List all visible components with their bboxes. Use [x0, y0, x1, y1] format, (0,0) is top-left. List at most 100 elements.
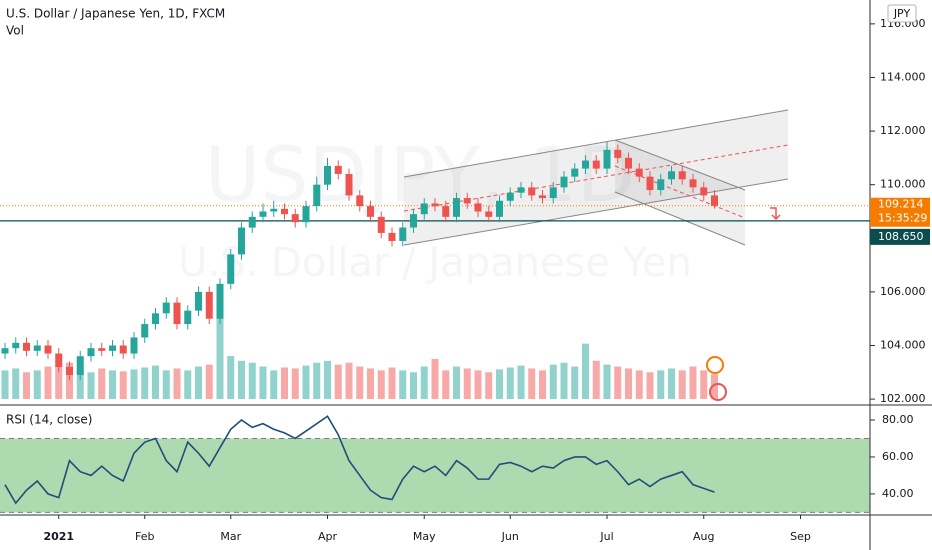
candle-body: [98, 348, 106, 351]
candle-body: [625, 157, 632, 169]
candle-body: [248, 216, 256, 228]
volume-bar: [646, 372, 654, 399]
volume-bar: [678, 370, 686, 399]
volume-bar: [485, 372, 493, 399]
down-channel-bottom: [614, 191, 746, 246]
candle-body: [549, 187, 557, 199]
volume-bar: [334, 364, 342, 399]
candle-body: [119, 345, 127, 354]
rsi-y-tick-label: 40.00: [882, 487, 914, 500]
candle-body: [291, 214, 299, 223]
volume-bar: [603, 364, 611, 399]
event-icon[interactable]: [706, 356, 724, 374]
volume-bar: [76, 370, 84, 399]
candle-body: [1, 348, 9, 354]
channel-top: [403, 109, 789, 178]
candle-body: [270, 208, 278, 212]
candle-body: [496, 200, 503, 217]
volume-bar: [184, 370, 192, 399]
candle-body: [109, 345, 116, 351]
candle-body: [238, 227, 245, 255]
volume-bar: [270, 370, 278, 399]
last-price-label: 109.214: [878, 198, 924, 211]
volume-bar: [302, 365, 310, 399]
candle-body: [603, 149, 611, 169]
x-tick-label: Jul: [599, 530, 613, 543]
candle-body: [345, 173, 353, 196]
candle-body: [528, 187, 536, 196]
candle-body: [700, 187, 708, 196]
candle-body: [259, 211, 267, 217]
candle-body: [377, 216, 385, 233]
y-tick-label: 114.000: [880, 70, 926, 83]
candle-body: [324, 165, 331, 185]
volume-bar: [388, 367, 396, 399]
candle-body: [689, 179, 697, 188]
volume-bar: [98, 368, 106, 399]
volume-bar: [87, 372, 95, 399]
candle-body: [582, 160, 589, 169]
rsi-line: [4, 415, 715, 505]
volume-label: Vol: [6, 24, 24, 38]
volume-bar: [227, 356, 235, 399]
candle-body: [442, 206, 450, 217]
rsi-y-tick-label: 80.00: [882, 413, 914, 426]
x-tick-label: Jun: [501, 530, 519, 543]
x-tick-label: Sep: [790, 530, 811, 543]
volume-bar: [205, 364, 213, 399]
volume-bar: [238, 360, 245, 399]
candle-body: [216, 283, 224, 319]
volume-bar: [259, 366, 267, 399]
candle-body: [657, 179, 665, 191]
rsi-band: [0, 438, 870, 513]
candle-body: [367, 206, 374, 217]
volume-bar: [248, 362, 256, 399]
volume-bar: [700, 370, 708, 399]
x-tick-label: Apr: [318, 530, 338, 543]
volume-bar: [496, 369, 503, 399]
volume-bar: [528, 368, 536, 399]
y-tick-label: 102.000: [880, 392, 926, 405]
candle-body: [152, 313, 159, 325]
candle-body: [560, 176, 568, 188]
candle-body: [55, 353, 63, 367]
axes: 102.000104.000106.000108.000110.000112.0…: [43, 17, 930, 543]
down-channel-top: [614, 139, 746, 191]
volume-bar: [119, 371, 127, 399]
candle-body: [66, 366, 73, 375]
candle-body: [571, 168, 579, 177]
volume-bar: [410, 372, 417, 399]
candle-body: [195, 291, 202, 311]
volume-bar: [635, 370, 643, 399]
volume-bar: [291, 368, 299, 399]
candle-body: [678, 171, 686, 180]
candle-body: [12, 342, 20, 349]
candle-body: [130, 337, 138, 354]
y-tick-label: 104.000: [880, 338, 926, 351]
candle-body: [227, 254, 235, 284]
candle-body: [184, 310, 192, 325]
x-tick-label: 2021: [43, 530, 74, 543]
currency-box[interactable]: [887, 4, 917, 23]
arrow-icon: [770, 207, 781, 221]
volume-bar: [689, 366, 697, 399]
rsi-pane: [0, 415, 870, 513]
candle-body: [592, 160, 600, 169]
x-tick-label: Mar: [220, 530, 241, 543]
volume-bar: [324, 360, 331, 399]
countdown-label: 15:35:29: [878, 212, 927, 225]
volume-bar: [356, 366, 364, 399]
y-tick-label: 110.000: [880, 178, 926, 191]
x-tick-label: May: [413, 530, 436, 543]
volume-bar: [130, 369, 138, 399]
candle-body: [205, 291, 213, 319]
volume-bar: [281, 367, 288, 399]
volume-bar: [668, 368, 675, 399]
candle-body: [420, 203, 428, 215]
volume-bar: [453, 366, 460, 399]
candle-body: [334, 165, 342, 174]
volume-bar: [549, 364, 557, 399]
level-label: 108.650: [878, 230, 924, 243]
watermark-name: U.S. Dollar / Japanese Yen: [178, 240, 692, 286]
volume-bar: [711, 374, 718, 399]
